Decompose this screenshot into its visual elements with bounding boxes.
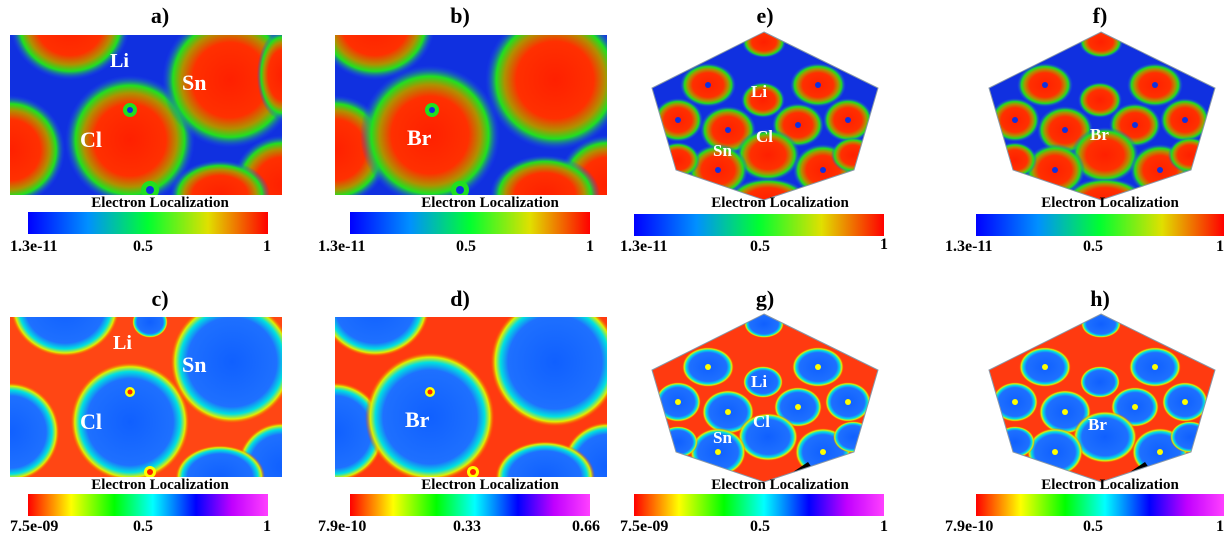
colorbar-tick-min-a: 1.3e-11: [10, 238, 58, 255]
colorbar-tick-max-e: 1: [880, 236, 888, 253]
colorbar-tick-max-f: 1: [1216, 238, 1224, 255]
colorbar-caption-b: Electron Localization: [421, 195, 559, 211]
colorbar-tick-max-a: 1: [263, 238, 271, 255]
panel-label-f: f): [1092, 3, 1108, 28]
colorbar-caption-a: Electron Localization: [91, 195, 229, 211]
colorbar-tick-mid-c: 0.5: [133, 518, 153, 535]
colorbar-caption-g: Electron Localization: [711, 477, 849, 493]
panel-label-b: b): [450, 3, 470, 28]
colorbar-tick-min-c: 7.5e-09: [10, 518, 59, 535]
elf-map-a: Li Sn Cl: [10, 35, 282, 195]
atom-label-li: Li: [751, 372, 767, 391]
colorbar-tick-mid-e: 0.5: [750, 238, 770, 255]
colorbar-tick-max-b: 1: [586, 238, 594, 255]
colorbar-tick-mid-b: 0.5: [456, 238, 476, 255]
elf-map-b: Br: [335, 35, 607, 195]
colorbar-tick-mid-h: 0.5: [1083, 518, 1103, 535]
atom-label-cl: Cl: [756, 127, 773, 146]
colorbar-caption-d: Electron Localization: [421, 477, 559, 493]
panel-label-d: d): [450, 286, 470, 311]
elf-map-d: Br: [335, 317, 607, 477]
colorbar-tick-min-d: 7.9e-10: [318, 518, 367, 535]
colorbar-caption-e: Electron Localization: [711, 195, 849, 211]
panel-label-h: h): [1090, 286, 1110, 311]
colorbar-tick-max-d: 0.66: [572, 518, 600, 535]
colorbar-h: [976, 494, 1224, 516]
atom-label-cl: Cl: [80, 409, 102, 434]
colorbar-tick-min-f: 1.3e-11: [945, 238, 993, 255]
atom-label-li: Li: [113, 332, 132, 354]
colorbar-e: [634, 214, 884, 236]
colorbar-tick-min-e: 1.3e-11: [620, 238, 668, 255]
colorbar-d: [350, 494, 590, 516]
atom-label-sn: Sn: [713, 428, 732, 447]
colorbar-tick-max-h: 1: [1216, 518, 1224, 535]
colorbar-caption-h: Electron Localization: [1041, 477, 1179, 493]
colorbar-a: [28, 212, 268, 234]
colorbar-f: [976, 214, 1224, 236]
atom-label-br: Br: [407, 125, 432, 150]
atom-label-li: Li: [110, 50, 129, 72]
colorbar-tick-min-g: 7.5e-09: [620, 518, 669, 535]
panel-label-a: a): [150, 3, 170, 28]
colorbar-tick-max-c: 1: [263, 518, 271, 535]
colorbar-tick-mid-g: 0.5: [750, 518, 770, 535]
colorbar-tick-mid-a: 0.5: [133, 238, 153, 255]
panel-label-e: e): [756, 3, 774, 28]
colorbar-tick-min-h: 7.9e-10: [945, 518, 994, 535]
colorbar-g: [634, 494, 884, 516]
colorbar-tick-min-b: 1.3e-11: [318, 238, 366, 255]
colorbar-tick-mid-d: 0.33: [453, 518, 481, 535]
atom-label-br: Br: [1088, 415, 1107, 434]
elf-map-g: Li Cl Sn: [651, 313, 879, 483]
atom-label-li: Li: [751, 82, 767, 101]
atom-label-cl: Cl: [80, 127, 102, 152]
elf-map-c: Li Sn Cl: [10, 317, 282, 477]
atom-label-cl: Cl: [753, 412, 770, 431]
colorbar-caption-c: Electron Localization: [91, 477, 229, 493]
panel-label-c: c): [151, 286, 169, 311]
atom-label-sn: Sn: [713, 141, 732, 160]
elf-map-e: Li Cl Sn: [651, 31, 879, 201]
elf-map-h: Br: [988, 313, 1216, 483]
atom-label-sn: Sn: [182, 70, 206, 95]
colorbar-tick-max-g: 1: [880, 518, 888, 535]
colorbar-c: [28, 494, 268, 516]
colorbar-tick-mid-f: 0.5: [1083, 238, 1103, 255]
elf-map-f: Br: [988, 31, 1216, 201]
colorbar-b: [350, 212, 590, 234]
atom-label-sn: Sn: [182, 352, 206, 377]
panel-label-g: g): [755, 286, 775, 311]
colorbar-caption-f: Electron Localization: [1041, 195, 1179, 211]
atom-label-br: Br: [1090, 125, 1109, 144]
atom-label-br: Br: [405, 407, 430, 432]
